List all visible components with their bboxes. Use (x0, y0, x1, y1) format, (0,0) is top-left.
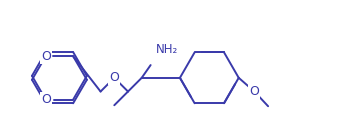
Text: O: O (109, 71, 119, 84)
Text: NH₂: NH₂ (155, 43, 178, 56)
Text: O: O (250, 85, 259, 98)
Text: O: O (41, 50, 50, 63)
Text: O: O (41, 93, 50, 106)
